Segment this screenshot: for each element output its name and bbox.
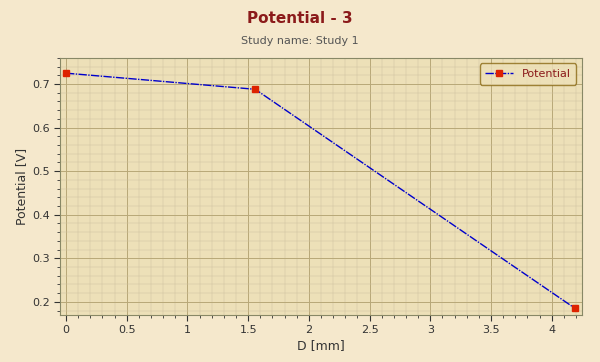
Text: Study name: Study 1: Study name: Study 1 (241, 36, 359, 46)
Text: Potential - 3: Potential - 3 (247, 11, 353, 26)
Legend: Potential: Potential (479, 63, 577, 85)
Y-axis label: Potential [V]: Potential [V] (14, 148, 28, 225)
X-axis label: D [mm]: D [mm] (297, 340, 345, 353)
